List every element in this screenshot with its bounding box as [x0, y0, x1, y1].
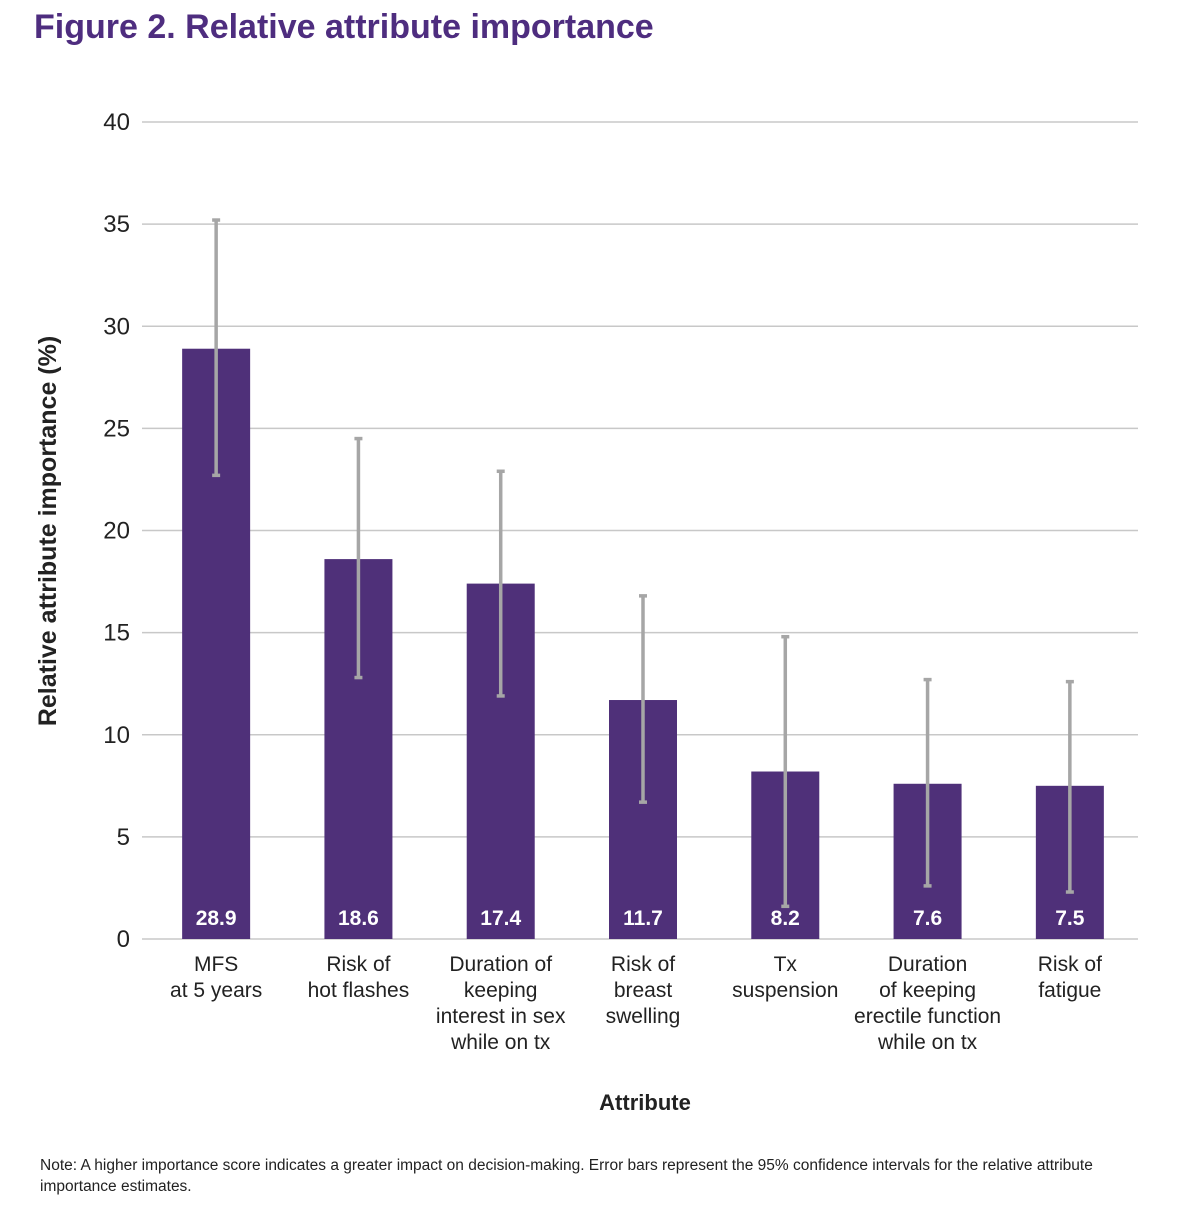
x-axis-title: Attribute: [599, 1090, 691, 1115]
y-axis-ticks: 0 5 10 15 20 25 30 35 40: [103, 109, 130, 953]
x-category-label: Risk of fatigue: [1038, 953, 1102, 1002]
x-category-label-line: Risk of: [326, 953, 390, 976]
value-label: 18.6: [338, 907, 379, 930]
y-tick-label: 30: [103, 313, 130, 340]
x-category-label: Tx suspension: [732, 953, 838, 1002]
x-category-label-line: of keeping: [879, 979, 976, 1002]
error-bar: [354, 436, 363, 680]
x-category-label-line: while on tx: [877, 1031, 978, 1054]
x-category-label-line: Risk of: [611, 953, 675, 976]
y-tick-label: 25: [103, 415, 130, 442]
error-bar: [496, 469, 505, 698]
y-tick-label: 40: [103, 109, 130, 136]
x-category-label-line: keeping: [464, 979, 538, 1002]
x-category-label: MFS at 5 years: [170, 953, 262, 1002]
value-labels: 28.9 18.6 17.4 11.7 8.2 7.6 7.5: [196, 907, 1085, 930]
value-label: 17.4: [480, 907, 521, 930]
x-category-label-line: erectile function: [854, 1005, 1001, 1028]
error-bar: [923, 677, 932, 888]
x-category-label: Risk of breast swelling: [606, 953, 681, 1028]
x-category-label-line: breast: [614, 979, 673, 1002]
x-category-label-line: hot flashes: [308, 979, 410, 1002]
x-axis-category-labels: MFS at 5 years Risk of hot flashes Duration …: [170, 953, 1102, 1054]
error-bar: [212, 218, 221, 478]
bar-chart: 0 5 10 15 20 25 30 35 40 28.9 18.6 17.4 11.7 8.2 7.6 7…: [34, 109, 1138, 1115]
x-category-label-line: suspension: [732, 979, 838, 1002]
error-bar: [1065, 679, 1074, 894]
figure-title: Figure 2. Relative attribute importance: [34, 8, 654, 46]
y-tick-label: 0: [117, 926, 130, 953]
error-bar: [639, 594, 647, 804]
value-label: 8.2: [771, 907, 800, 930]
x-category-label-line: while on tx: [450, 1031, 551, 1054]
x-category-label-line: Tx: [774, 953, 798, 976]
y-axis-title: Relative attribute importance (%): [34, 336, 62, 726]
y-tick-label: 35: [103, 211, 130, 238]
bars: [182, 348, 1104, 939]
x-category-label-line: Risk of: [1038, 953, 1102, 976]
x-category-label-line: Duration of: [449, 953, 552, 976]
x-category-label-line: fatigue: [1038, 979, 1101, 1002]
y-tick-label: 5: [117, 824, 130, 851]
error-bars: [212, 218, 1074, 909]
figure-note: Note: A higher importance score indicate…: [40, 1157, 1093, 1195]
y-tick-label: 10: [103, 722, 130, 749]
x-category-label: Duration of keeping interest in sex while o…: [436, 953, 566, 1054]
x-category-label-line: Duration: [888, 953, 967, 976]
x-category-label-line: MFS: [194, 953, 238, 976]
error-bar: [781, 634, 790, 909]
value-label: 7.5: [1055, 907, 1085, 930]
x-category-label-line: at 5 years: [170, 979, 262, 1002]
y-tick-label: 15: [103, 620, 130, 647]
value-label: 7.6: [913, 907, 942, 930]
value-label: 28.9: [196, 907, 237, 930]
x-category-label: Risk of hot flashes: [308, 953, 410, 1002]
x-category-label-line: interest in sex: [436, 1005, 566, 1028]
y-tick-label: 20: [103, 518, 130, 545]
x-category-label: Duration of keeping erectile function while…: [854, 953, 1001, 1054]
x-category-label-line: swelling: [606, 1005, 681, 1028]
value-label: 11.7: [623, 907, 663, 930]
